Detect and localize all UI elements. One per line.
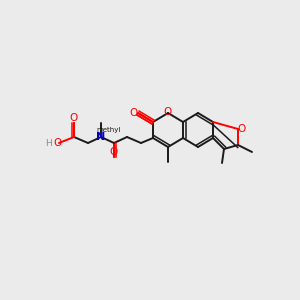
Text: methyl: methyl <box>97 127 121 133</box>
Text: O: O <box>70 113 78 123</box>
Text: N: N <box>96 132 106 142</box>
Text: H: H <box>46 139 52 148</box>
Text: O: O <box>238 124 246 134</box>
Text: O: O <box>110 147 118 157</box>
Text: O: O <box>129 108 137 118</box>
Text: O: O <box>53 138 61 148</box>
Text: O: O <box>164 107 172 117</box>
